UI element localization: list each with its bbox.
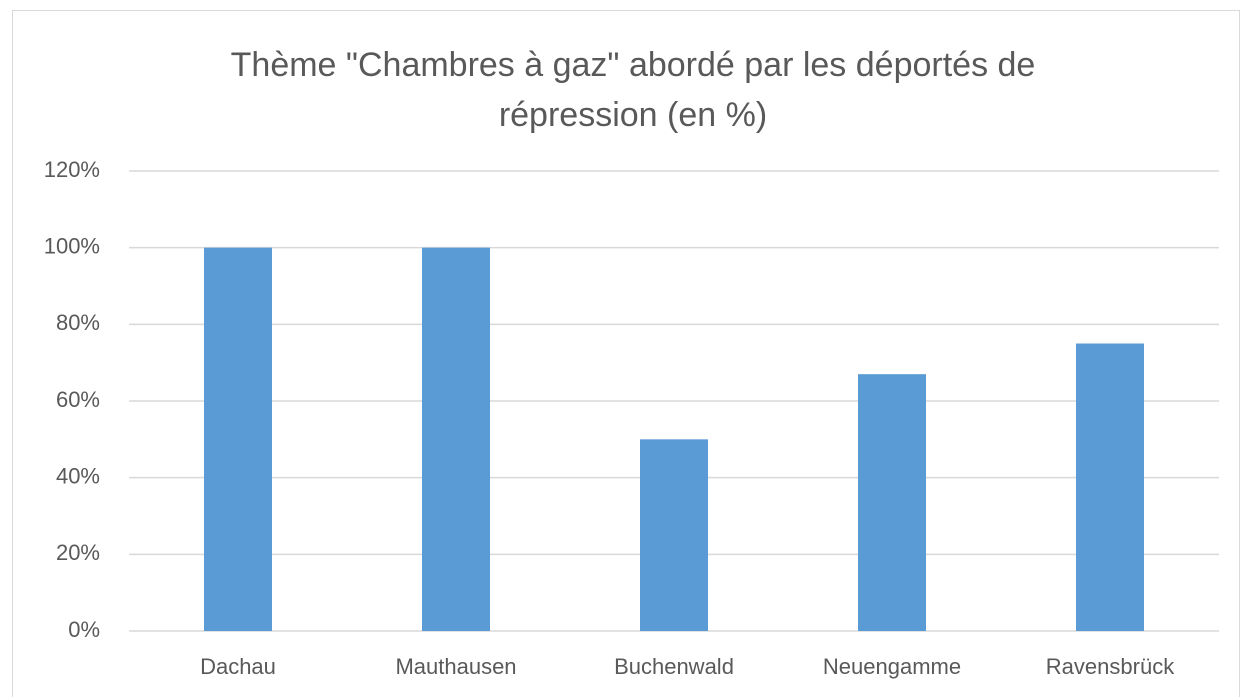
x-tick-label: Mauthausen [395,654,516,679]
bar [857,374,927,631]
bar [639,439,709,631]
bar [203,247,273,631]
bar [1075,343,1145,631]
y-tick-label: 40% [56,463,100,488]
y-tick-label: 20% [56,540,100,565]
y-tick-label: 60% [56,387,100,412]
x-tick-label: Buchenwald [614,654,734,679]
y-tick-label: 120% [44,157,100,182]
chart-border [12,10,1240,697]
x-tick-label: Ravensbrück [1046,654,1175,679]
x-tick-label: Neuengamme [823,654,961,679]
y-tick-label: 0% [68,617,100,642]
bar [421,247,491,631]
y-tick-label: 100% [44,233,100,258]
y-tick-label: 80% [56,310,100,335]
chart-title: Thème "Chambres à gaz" abordé par les dé… [230,46,1036,134]
x-tick-label: Dachau [200,654,276,679]
